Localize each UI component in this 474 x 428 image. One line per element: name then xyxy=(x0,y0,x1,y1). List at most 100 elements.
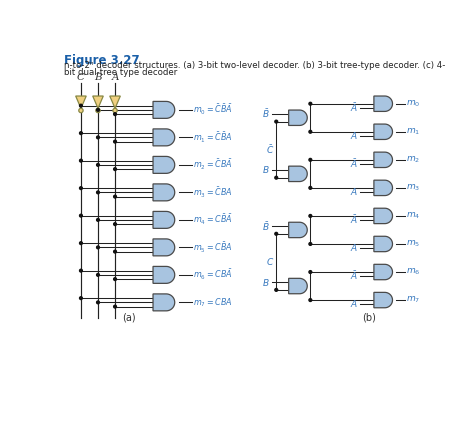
Text: $m_6 = CB\bar{A}$: $m_6 = CB\bar{A}$ xyxy=(193,268,233,282)
Polygon shape xyxy=(374,152,392,167)
Polygon shape xyxy=(153,184,175,201)
Text: $A$: $A$ xyxy=(350,130,358,141)
Text: $m_5 = C\bar{B}A$: $m_5 = C\bar{B}A$ xyxy=(193,240,233,255)
Text: $\bar{A}$: $\bar{A}$ xyxy=(350,213,358,226)
Circle shape xyxy=(309,214,312,217)
Text: n-to-2ⁿ decoder structures. (a) 3-bit two-level decoder. (b) 3-bit tree-type dec: n-to-2ⁿ decoder structures. (a) 3-bit tw… xyxy=(64,61,445,70)
Circle shape xyxy=(114,113,117,116)
Polygon shape xyxy=(289,222,307,238)
Circle shape xyxy=(80,297,82,300)
Text: $\bar{A}$: $\bar{A}$ xyxy=(350,270,358,282)
Text: $m_7 = CBA$: $m_7 = CBA$ xyxy=(193,296,233,309)
Text: $m_3$: $m_3$ xyxy=(406,183,420,193)
Text: $m_2 = \bar{C}B\bar{A}$: $m_2 = \bar{C}B\bar{A}$ xyxy=(193,158,233,172)
Polygon shape xyxy=(153,156,175,173)
Text: $\bar{A}$: $\bar{A}$ xyxy=(350,157,358,170)
Polygon shape xyxy=(374,96,392,111)
Polygon shape xyxy=(153,266,175,283)
Text: $m_4$: $m_4$ xyxy=(406,211,420,221)
Circle shape xyxy=(114,168,117,170)
Text: $m_4 = C\bar{B}\bar{A}$: $m_4 = C\bar{B}\bar{A}$ xyxy=(193,213,233,227)
Text: $C$: $C$ xyxy=(265,256,274,268)
Circle shape xyxy=(309,270,312,273)
Text: C: C xyxy=(77,73,85,82)
Polygon shape xyxy=(76,96,86,108)
Polygon shape xyxy=(110,96,120,108)
Circle shape xyxy=(97,301,100,304)
Polygon shape xyxy=(153,101,175,119)
Circle shape xyxy=(114,223,117,226)
Polygon shape xyxy=(153,239,175,256)
Text: (a): (a) xyxy=(122,312,136,322)
Circle shape xyxy=(114,278,117,280)
Text: bit dual-tree type decoder: bit dual-tree type decoder xyxy=(64,68,177,77)
Circle shape xyxy=(97,246,100,249)
Circle shape xyxy=(80,269,82,272)
Text: $A$: $A$ xyxy=(350,186,358,197)
Circle shape xyxy=(309,187,312,189)
Text: $m_6$: $m_6$ xyxy=(406,267,420,277)
Text: $m_1$: $m_1$ xyxy=(406,127,420,137)
Circle shape xyxy=(97,273,100,276)
Circle shape xyxy=(80,187,82,190)
Circle shape xyxy=(97,136,100,139)
Text: $A$: $A$ xyxy=(350,298,358,309)
Text: $B$: $B$ xyxy=(263,164,270,175)
Text: $m_5$: $m_5$ xyxy=(406,239,420,249)
Polygon shape xyxy=(153,294,175,311)
Text: $m_0 = \bar{C}\bar{B}\bar{A}$: $m_0 = \bar{C}\bar{B}\bar{A}$ xyxy=(193,103,233,117)
Circle shape xyxy=(80,214,82,217)
Polygon shape xyxy=(374,265,392,280)
Text: $m_2$: $m_2$ xyxy=(406,155,420,165)
Text: $m_0$: $m_0$ xyxy=(406,98,420,109)
Polygon shape xyxy=(374,180,392,196)
Polygon shape xyxy=(289,166,307,181)
Polygon shape xyxy=(374,292,392,308)
Circle shape xyxy=(97,191,100,194)
Text: $\bar{B}$: $\bar{B}$ xyxy=(263,220,270,232)
Circle shape xyxy=(80,159,82,162)
Circle shape xyxy=(80,242,82,244)
Text: $B$: $B$ xyxy=(263,276,270,288)
Circle shape xyxy=(275,288,278,291)
Circle shape xyxy=(97,219,100,221)
Circle shape xyxy=(275,120,278,123)
Polygon shape xyxy=(153,211,175,229)
Circle shape xyxy=(275,176,278,179)
Circle shape xyxy=(97,108,100,111)
Circle shape xyxy=(97,163,100,166)
Text: $\bar{B}$: $\bar{B}$ xyxy=(263,107,270,120)
Circle shape xyxy=(96,108,100,113)
Circle shape xyxy=(114,140,117,143)
Circle shape xyxy=(80,104,82,107)
Circle shape xyxy=(309,102,312,105)
Polygon shape xyxy=(153,129,175,146)
Circle shape xyxy=(79,108,83,113)
Circle shape xyxy=(309,299,312,301)
Polygon shape xyxy=(374,208,392,223)
Polygon shape xyxy=(374,124,392,140)
Text: Figure 3.27: Figure 3.27 xyxy=(64,54,139,67)
Circle shape xyxy=(309,131,312,133)
Circle shape xyxy=(80,132,82,134)
Text: $A$: $A$ xyxy=(350,242,358,253)
Text: $m_7$: $m_7$ xyxy=(406,295,420,305)
Circle shape xyxy=(114,250,117,253)
Circle shape xyxy=(309,243,312,245)
Text: $\bar{A}$: $\bar{A}$ xyxy=(350,101,358,114)
Text: B: B xyxy=(94,73,102,82)
Circle shape xyxy=(113,108,117,113)
Circle shape xyxy=(114,305,117,308)
Text: (b): (b) xyxy=(362,312,376,322)
Circle shape xyxy=(114,195,117,198)
Text: $\bar{C}$: $\bar{C}$ xyxy=(265,143,274,156)
Circle shape xyxy=(309,158,312,161)
Polygon shape xyxy=(374,236,392,252)
Circle shape xyxy=(275,232,278,235)
Text: $m_3 = \bar{C}BA$: $m_3 = \bar{C}BA$ xyxy=(193,185,233,199)
Text: $m_1 = \bar{C}\bar{B}A$: $m_1 = \bar{C}\bar{B}A$ xyxy=(193,130,233,145)
Text: A: A xyxy=(111,73,119,82)
Polygon shape xyxy=(93,96,103,108)
Polygon shape xyxy=(289,278,307,294)
Polygon shape xyxy=(289,110,307,125)
